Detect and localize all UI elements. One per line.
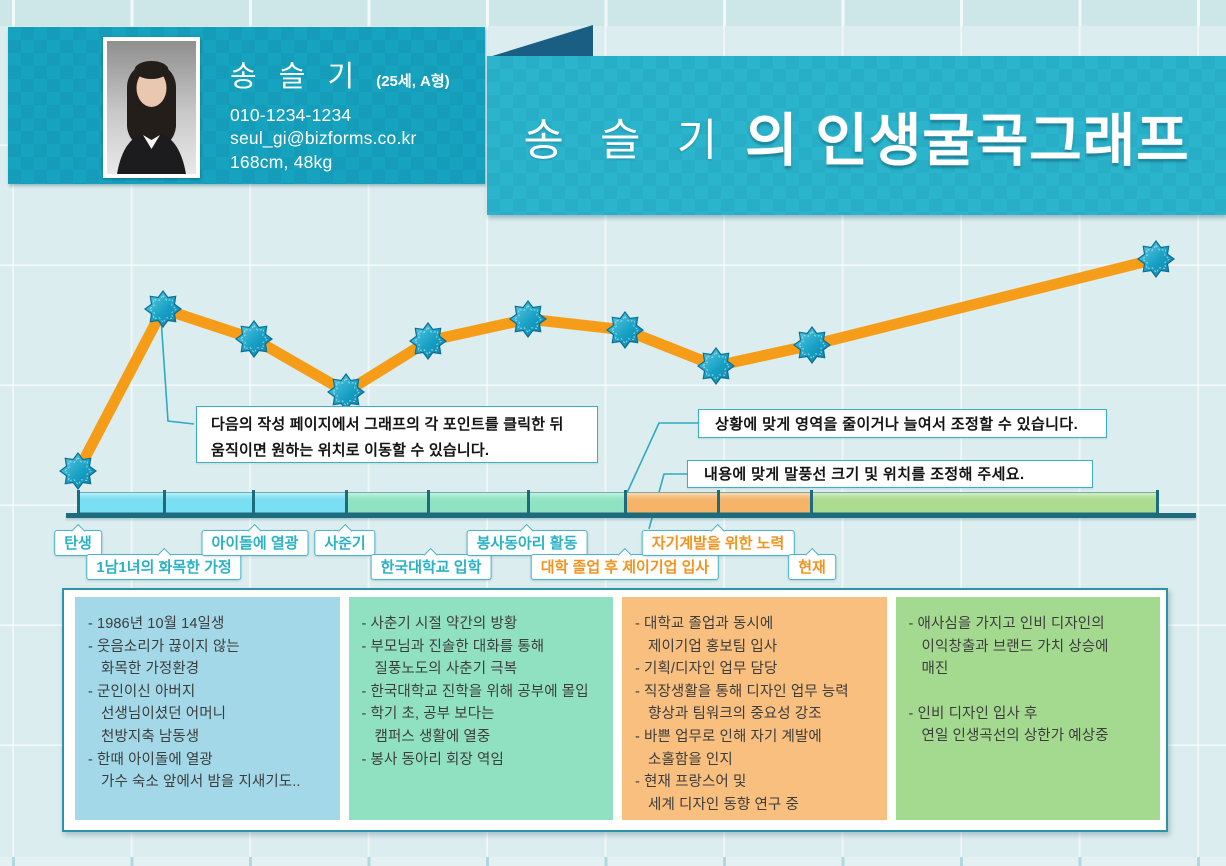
detail-line: - 대학교 졸업과 동시에 [635,616,774,632]
detail-line: - 봉사 동아리 회장 역임 [361,751,504,768]
timeline-label-3[interactable]: 사춘기 [314,530,376,556]
timeline-baseline [66,513,1196,518]
profile-name: 송 슬 기 [230,61,362,93]
detail-line: - 현재 프랑스어 및 [635,774,747,791]
timeline-divider [426,490,430,516]
timeline-label-6[interactable]: 대학 졸업 후 제이기업 입사 [530,554,720,580]
detail-line: - 부모님과 진솔한 대화를 통해 [361,638,545,655]
timeline-divider [716,490,720,516]
detail-line: - 인비 디자인 입사 후 [908,705,1038,722]
detail-line: - 바쁜 업무로 인해 자기 계발에 [635,729,822,746]
timeline-divider [623,490,627,516]
callout-adjust-area: 상황에 맞게 영역을 줄이거나 늘여서 조정할 수 있습니다. [698,409,1107,438]
detail-line: - 웃음소리가 끊이지 않는 [88,638,240,655]
timeline-label-2[interactable]: 아이돌에 열광 [201,530,309,556]
detail-line: 향상과 팀워크의 중요성 강조 [648,706,822,723]
timeline-segment-5[interactable] [528,492,625,513]
timeline-segment-8[interactable] [811,492,1157,513]
detail-line: 제이기업 홍보팀 입사 [648,638,778,655]
timeline-divider [162,490,166,516]
detail-line: 화목한 가정환경 [101,661,200,678]
detail-line: 천방지축 남동생 [101,729,200,746]
detail-line: 이익창출과 브랜드 가치 상승에 [921,638,1109,655]
profile-name-line: 송 슬 기 (25세, A형) [230,53,450,95]
timeline-divider [1155,490,1159,516]
profile-card: 송 슬 기 (25세, A형) 010-1234-1234 seul_gi@bi… [8,27,485,184]
timeline-label-5[interactable]: 봉사동아리 활동 [466,530,588,556]
timeline-segment-2[interactable] [253,492,346,513]
detail-line: - 애사심을 가지고 인비 디자인의 [908,616,1105,632]
detail-line: - 한국대학교 진학을 위해 공부에 몰입 [361,683,589,700]
detail-line: 질풍노도의 사춘기 극복 [374,661,518,678]
timeline-label-1[interactable]: 1남1녀의 화목한 가정 [86,554,242,580]
background-bottom-strip [0,857,1226,866]
profile-age-bloodtype: (25세, A형) [376,73,450,90]
detail-line: 소홀함을 인지 [648,751,733,768]
timeline-label-0[interactable]: 탄생 [54,530,102,556]
background-top-strip [0,0,1226,26]
timeline-divider [526,490,530,516]
detail-line: 연일 인생곡선의 상한가 예상중 [921,728,1109,745]
timeline-segment-7[interactable] [718,492,811,513]
detail-line: 가수 숙소 앞에서 밤을 지새기도.. [101,774,301,791]
detail-line: - 직장생활을 통해 디자인 업무 능력 [635,683,849,700]
profile-photo [103,37,200,178]
timeline-label-8[interactable]: 현재 [788,554,836,580]
callout-move-points: 다음의 작성 페이지에서 그래프의 각 포인트를 클릭한 뒤 움직이면 원하는 … [196,406,598,463]
title-banner: 송 슬 기 의 인생굴곡그래프 [487,56,1226,215]
detail-line: 매진 [921,661,949,678]
timeline-segment-0[interactable] [78,492,164,513]
timeline-segment-4[interactable] [428,492,528,513]
timeline-divider [809,490,813,516]
portrait-image [107,41,196,174]
profile-body-spec: 168cm, 48kg [230,151,333,172]
detail-line: - 1986년 10월 14일생 [88,616,225,632]
profile-phone: 010-1234-1234 [230,105,352,125]
detail-line: - 기획/디자인 업무 담당 [635,661,778,678]
detail-line: 선생님이셨던 어머니 [101,706,227,723]
timeline-divider [251,490,255,516]
title-name: 송 슬 기 [523,115,730,165]
timeline-segment-1[interactable] [164,492,253,513]
timeline-label-7[interactable]: 자기계발을 위한 노력 [641,530,795,556]
timeline-divider [76,490,80,516]
detail-line: 세계 디자인 동향 연구 중 [648,796,799,813]
detail-line [909,681,1155,703]
callout-adjust-bubbles: 내용에 맞게 말풍선 크기 및 위치를 조정해 주세요. [687,460,1093,488]
profile-email: seul_gi@bizforms.co.kr [230,128,417,149]
page-title: 의 인생굴곡그래프 [745,108,1190,173]
timeline-segment-6[interactable] [625,492,718,513]
detail-line: - 사춘기 시절 약간의 방황 [361,616,518,632]
timeline-segment-3[interactable] [346,492,428,513]
timeline-label-4[interactable]: 한국대학교 입학 [370,554,492,580]
detail-line: - 한때 아이돌에 열광 [88,751,213,768]
detail-line: 캠퍼스 생활에 열중 [374,729,491,746]
detail-line: - 학기 초, 공부 보다는 [361,706,495,723]
timeline-divider [344,490,348,516]
detail-line: - 군인이신 아버지 [88,683,196,700]
